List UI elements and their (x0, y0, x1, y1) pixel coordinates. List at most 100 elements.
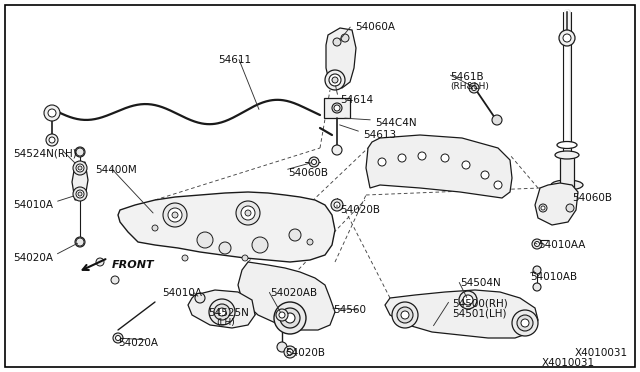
Circle shape (241, 206, 255, 220)
Circle shape (218, 308, 226, 316)
Circle shape (252, 237, 268, 253)
Polygon shape (366, 135, 512, 198)
Text: 54010AA: 54010AA (538, 240, 586, 250)
Circle shape (76, 148, 84, 156)
Circle shape (242, 255, 248, 261)
Circle shape (284, 346, 296, 358)
Circle shape (172, 212, 178, 218)
Circle shape (307, 239, 313, 245)
Circle shape (76, 238, 84, 246)
Circle shape (541, 206, 545, 210)
Text: 54500(RH): 54500(RH) (452, 298, 508, 308)
Circle shape (553, 193, 557, 197)
Circle shape (289, 229, 301, 241)
Text: 544C4N: 544C4N (375, 118, 417, 128)
Text: 54060B: 54060B (288, 168, 328, 178)
Text: 54020AB: 54020AB (270, 288, 317, 298)
Circle shape (397, 307, 413, 323)
Circle shape (312, 160, 317, 164)
Bar (560, 155, 574, 190)
Circle shape (481, 171, 489, 179)
Circle shape (214, 304, 230, 320)
Text: 54525N: 54525N (208, 308, 249, 318)
Circle shape (398, 154, 406, 162)
Text: 54060B: 54060B (572, 193, 612, 203)
Circle shape (401, 311, 409, 319)
Circle shape (566, 204, 574, 212)
Circle shape (539, 204, 547, 212)
Text: FRONT: FRONT (112, 260, 155, 270)
Text: (LH): (LH) (216, 318, 235, 327)
Text: 54010A: 54010A (13, 200, 53, 210)
Polygon shape (324, 98, 350, 118)
Circle shape (219, 242, 231, 254)
Circle shape (78, 166, 82, 170)
Circle shape (441, 154, 449, 162)
Text: 54613: 54613 (363, 130, 396, 140)
Circle shape (75, 147, 85, 157)
Circle shape (279, 312, 285, 318)
Circle shape (182, 255, 188, 261)
Ellipse shape (557, 141, 577, 148)
Circle shape (512, 310, 538, 336)
Text: 54614: 54614 (340, 95, 373, 105)
Circle shape (392, 302, 418, 328)
Circle shape (152, 225, 158, 231)
Text: X4010031: X4010031 (542, 358, 595, 368)
Circle shape (77, 150, 83, 154)
Circle shape (113, 333, 123, 343)
Circle shape (274, 302, 306, 334)
Ellipse shape (555, 151, 579, 159)
Circle shape (551, 191, 559, 199)
Circle shape (334, 105, 340, 111)
Text: 54020B: 54020B (340, 205, 380, 215)
Text: 54504N: 54504N (460, 278, 500, 288)
Polygon shape (188, 290, 255, 328)
Circle shape (494, 181, 502, 189)
Polygon shape (385, 290, 538, 338)
Circle shape (332, 77, 338, 83)
Circle shape (532, 239, 542, 249)
Text: 54010AB: 54010AB (530, 272, 577, 282)
Circle shape (163, 203, 187, 227)
Text: 54020A: 54020A (118, 338, 158, 348)
Polygon shape (326, 28, 356, 88)
Circle shape (559, 30, 575, 46)
Circle shape (309, 157, 319, 167)
Circle shape (76, 190, 84, 198)
Circle shape (418, 152, 426, 160)
Circle shape (325, 70, 345, 90)
Circle shape (378, 158, 386, 166)
Text: 54524N(RH): 54524N(RH) (13, 148, 77, 158)
Polygon shape (535, 183, 578, 225)
Circle shape (77, 240, 83, 244)
Ellipse shape (551, 180, 583, 190)
Circle shape (49, 137, 55, 143)
Circle shape (533, 266, 541, 274)
Circle shape (533, 283, 541, 291)
Circle shape (245, 210, 251, 216)
Polygon shape (72, 162, 88, 200)
Circle shape (469, 83, 479, 93)
Circle shape (534, 241, 540, 247)
Circle shape (472, 86, 477, 90)
Circle shape (115, 336, 120, 340)
Circle shape (285, 313, 295, 323)
Circle shape (276, 309, 288, 321)
Circle shape (463, 295, 473, 305)
Text: 54010A: 54010A (162, 288, 202, 298)
Polygon shape (118, 192, 335, 262)
Circle shape (331, 199, 343, 211)
Circle shape (111, 276, 119, 284)
Text: (RH&LH): (RH&LH) (450, 82, 489, 91)
Circle shape (195, 293, 205, 303)
Circle shape (209, 299, 235, 325)
Circle shape (332, 145, 342, 155)
Text: 54560: 54560 (333, 305, 366, 315)
Circle shape (280, 308, 300, 328)
Circle shape (236, 201, 260, 225)
Circle shape (341, 34, 349, 42)
Polygon shape (238, 262, 335, 330)
Circle shape (75, 237, 85, 247)
Circle shape (197, 232, 213, 248)
